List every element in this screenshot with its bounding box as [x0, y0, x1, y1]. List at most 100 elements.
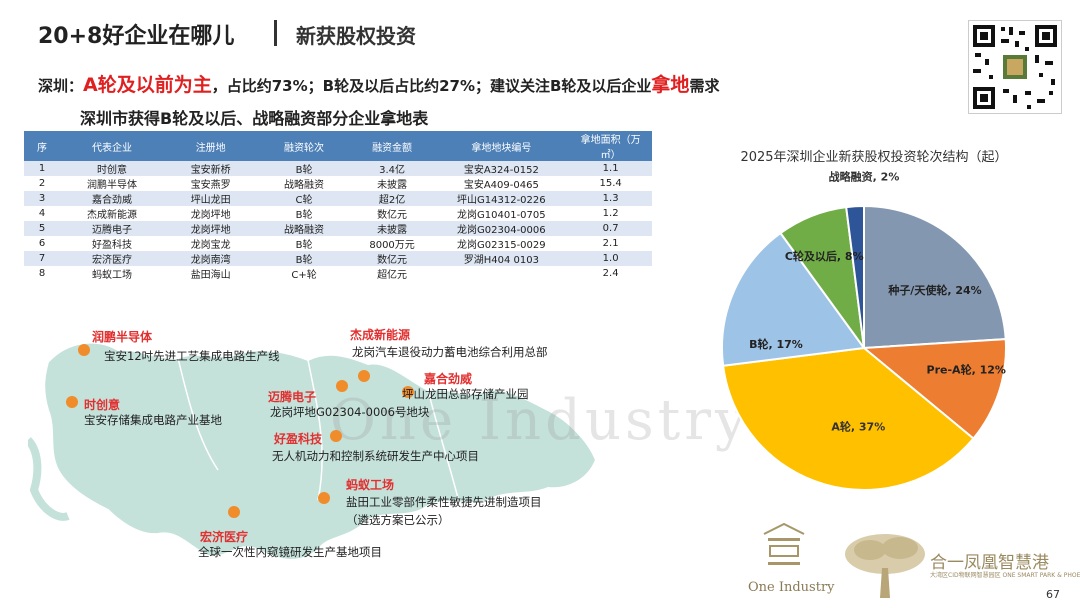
tree-logo-icon	[845, 534, 925, 598]
table-cell: 龙岗坪地	[164, 221, 258, 236]
pie-slice-label: 战略融资, 2%	[829, 169, 900, 183]
table-cell: 超2亿	[350, 191, 434, 206]
table-row: 2 润鹏半导体 宝安燕罗 战略融资 未披露 宝安A409-0465 15.4	[24, 176, 652, 191]
table-cell: 数亿元	[350, 251, 434, 266]
table-cell: 嘉合劲威	[60, 191, 165, 206]
marker-name: 宏济医疗	[200, 530, 249, 544]
col-header-area: 拿地面积（万㎡）	[569, 131, 652, 161]
map-marker[interactable]	[78, 344, 90, 356]
table-cell: C轮	[257, 191, 351, 206]
marker-desc: 坪山龙田总部存储产业园	[402, 387, 529, 401]
marker-name: 杰成新能源	[350, 328, 411, 342]
map-marker[interactable]	[330, 430, 342, 442]
marker-desc: 盐田工业零部件柔性敏捷先进制造项目	[346, 495, 542, 509]
table-cell: 龙岗宝龙	[164, 236, 258, 251]
table-cell: 罗湖H404 0103	[433, 251, 570, 266]
map-marker[interactable]	[228, 506, 240, 518]
pie-slice	[863, 204, 1007, 350]
table-cell: 时创意	[60, 161, 165, 176]
table-cell	[433, 266, 570, 281]
title-divider	[274, 20, 277, 46]
table-cell: 2.1	[569, 236, 652, 251]
table-cell: 未披露	[350, 176, 434, 191]
table-cell: 1.0	[569, 251, 652, 266]
table-cell: 2.4	[569, 266, 652, 281]
brand-subtitle: 大湾区CID物联网智慧园区 ONE SMART PARK & PHOENIX	[930, 572, 1080, 579]
map-marker[interactable]	[358, 370, 370, 382]
marker-desc: 全球一次性内窥镜研发生产基地项目	[198, 545, 382, 559]
marker-desc: 龙岗坪地G02304-0006号地块	[270, 405, 430, 419]
table-cell: 8	[24, 266, 61, 281]
table-row: 8 蚂蚁工场 盐田海山 C+轮 超亿元 2.4	[24, 266, 652, 281]
page-title: 20+8好企业在哪儿	[38, 24, 235, 49]
table-cell: 龙岗G02315-0029	[433, 236, 570, 251]
table-cell: 1.1	[569, 161, 652, 176]
one-industry-logo-icon	[763, 522, 805, 565]
table-cell: 3.4亿	[350, 161, 434, 176]
pie-chart: 种子/天使轮, 24% Pre-A轮, 12% A轮, 37% B轮, 17% C轮及以…	[721, 169, 1007, 491]
map-marker[interactable]	[318, 492, 330, 504]
table-cell: 0.7	[569, 221, 652, 236]
table-cell: 15.4	[569, 176, 652, 191]
marker-name: 润鹏半导体	[92, 330, 153, 344]
table-cell: 盐田海山	[164, 266, 258, 281]
pie-slice-label: B轮, 17%	[749, 337, 803, 351]
brand-name: 合一凤凰智慧港	[930, 553, 1049, 573]
table-cell: 宝安新桥	[164, 161, 258, 176]
table-cell: 宝安燕罗	[164, 176, 258, 191]
marker-desc: 宝安存储集成电路产业基地	[84, 413, 222, 427]
table-cell: 1.2	[569, 206, 652, 221]
pie-slice	[845, 204, 865, 349]
table-cell: 1.3	[569, 191, 652, 206]
table-cell: B轮	[257, 161, 351, 176]
page-subtitle: 新获股权投资	[296, 24, 416, 48]
land-table: 序 代表企业 注册地 融资轮次 融资金额 拿地地块编号 拿地面积（万㎡） 1 时创…	[24, 131, 652, 281]
table-cell: 好盈科技	[60, 236, 165, 251]
table-cell: 宝安A324-0152	[433, 161, 570, 176]
table-cell: 龙岗坪地	[164, 206, 258, 221]
table-cell: 宏济医疗	[60, 251, 165, 266]
table-cell: 超亿元	[350, 266, 434, 281]
table-cell: 龙岗南湾	[164, 251, 258, 266]
table-cell: 1	[24, 161, 61, 176]
table-cell: 龙岗G02304-0006	[433, 221, 570, 236]
table-cell: 2	[24, 176, 61, 191]
pie-slice-label: A轮, 37%	[831, 419, 885, 433]
map-marker[interactable]	[402, 386, 414, 398]
table-cell: 迈腾电子	[60, 221, 165, 236]
col-header-company: 代表企业	[60, 131, 165, 161]
table-cell: B轮	[257, 251, 351, 266]
table-row: 6 好盈科技 龙岗宝龙 B轮 8000万元 龙岗G02315-0029 2.1	[24, 236, 652, 251]
table-cell: 杰成新能源	[60, 206, 165, 221]
marker-desc: 无人机动力和控制系统研发生产中心项目	[272, 449, 479, 463]
marker-desc: 宝安12吋先进工艺集成电路生产线	[104, 349, 280, 363]
table-row: 5 迈腾电子 龙岗坪地 战略融资 未披露 龙岗G02304-0006 0.7	[24, 221, 652, 236]
col-header-index: 序	[24, 131, 61, 161]
marker-desc: 龙岗汽车退役动力蓄电池综合利用总部	[352, 345, 548, 359]
table-cell: 蚂蚁工场	[60, 266, 165, 281]
map-marker[interactable]	[66, 396, 78, 408]
pie-slice-label: C轮及以后, 8%	[785, 249, 864, 263]
summary-middle: ，占比约73%；B轮及以后占比约27%；建议关注B轮及以后企业	[211, 77, 652, 95]
table-cell: 8000万元	[350, 236, 434, 251]
table-cell: 5	[24, 221, 61, 236]
table-row: 3 嘉合劲威 坪山龙田 C轮 超2亿 坪山G14312-0226 1.3	[24, 191, 652, 206]
marker-name: 蚂蚁工场	[346, 478, 395, 492]
one-industry-logo-text: One Industry	[748, 580, 835, 595]
table-cell: 3	[24, 191, 61, 206]
table-cell: 坪山龙田	[164, 191, 258, 206]
table-cell: 坪山G14312-0226	[433, 191, 570, 206]
table-cell: 4	[24, 206, 61, 221]
summary-prefix: 深圳：	[38, 77, 84, 95]
qr-code	[968, 20, 1062, 114]
col-header-amount: 融资金额	[350, 131, 434, 161]
table-cell: 7	[24, 251, 61, 266]
table-row: 7 宏济医疗 龙岗南湾 B轮 数亿元 罗湖H404 0103 1.0	[24, 251, 652, 266]
page-number: 67	[1046, 588, 1060, 601]
summary-suffix: 需求	[689, 77, 720, 95]
summary-line: 深圳：A轮及以前为主，占比约73%；B轮及以后占比约27%；建议关注B轮及以后企…	[38, 70, 719, 97]
table-cell: 未披露	[350, 221, 434, 236]
table-cell: 6	[24, 236, 61, 251]
watermark: One Industry	[330, 388, 751, 453]
map-marker[interactable]	[336, 380, 348, 392]
